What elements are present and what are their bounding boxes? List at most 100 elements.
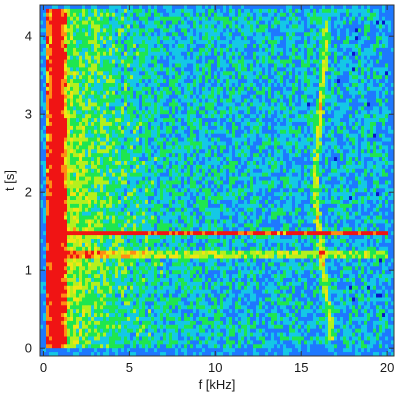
heatmap-cell: [316, 55, 320, 60]
heatmap-cell: [109, 145, 113, 150]
heatmap-cell: [166, 40, 170, 45]
heatmap-cell: [139, 102, 143, 107]
heatmap-cell: [217, 12, 221, 18]
heatmap-cell: [235, 59, 239, 64]
heatmap-cell: [214, 137, 218, 142]
heatmap-cell: [343, 67, 347, 72]
heatmap-cell: [175, 157, 179, 162]
heatmap-cell: [298, 98, 302, 103]
heatmap-cell: [94, 83, 98, 88]
heatmap-cell: [253, 51, 257, 57]
heatmap-cell: [310, 75, 314, 80]
heatmap-cell: [331, 75, 335, 80]
heatmap-cell: [322, 24, 326, 29]
heatmap-cell: [373, 141, 377, 146]
heatmap-cell: [325, 79, 329, 84]
heatmap-cell: [157, 110, 161, 115]
heatmap-cell: [265, 32, 269, 37]
heatmap-cell: [259, 47, 263, 53]
heatmap-cell: [352, 145, 356, 150]
heatmap-cell: [382, 47, 386, 53]
heatmap-cell: [304, 55, 308, 60]
heatmap-cell: [133, 40, 137, 45]
heatmap-cell: [100, 141, 104, 146]
heatmap-cell: [295, 145, 299, 150]
heatmap-cell: [169, 8, 173, 14]
heatmap-cell: [100, 47, 104, 53]
heatmap-cell: [187, 28, 191, 33]
heatmap-cell: [58, 47, 62, 53]
heatmap-cell: [337, 59, 341, 64]
heatmap-cell: [133, 44, 137, 49]
heatmap-cell: [205, 40, 209, 45]
heatmap-cell: [391, 5, 395, 10]
heatmap-cell: [283, 32, 287, 37]
heatmap-cell: [337, 145, 341, 150]
heatmap-cell: [298, 71, 302, 76]
heatmap-cell: [256, 55, 260, 60]
heatmap-cell: [133, 102, 137, 107]
heatmap-cell: [190, 83, 194, 88]
heatmap-cell: [103, 122, 107, 127]
heatmap-cell: [133, 161, 137, 166]
heatmap-cell: [346, 36, 350, 41]
heatmap-cell: [340, 44, 344, 49]
heatmap-cell: [97, 71, 101, 76]
heatmap-cell: [391, 110, 395, 115]
heatmap-cell: [373, 118, 377, 123]
heatmap-cell: [73, 79, 77, 84]
heatmap-cell: [142, 36, 146, 41]
heatmap-cell: [298, 125, 302, 131]
heatmap-cell: [115, 106, 119, 111]
heatmap-cell: [193, 114, 197, 119]
heatmap-cell: [307, 36, 311, 41]
heatmap-cell: [301, 106, 305, 111]
heatmap-cell: [88, 137, 92, 142]
heatmap-cell: [217, 153, 221, 158]
heatmap-cell: [295, 55, 299, 60]
heatmap-cell: [157, 153, 161, 158]
heatmap-cell: [313, 141, 317, 146]
heatmap-cell: [247, 90, 251, 96]
heatmap-cell: [103, 137, 107, 142]
heatmap-cell: [310, 129, 314, 135]
heatmap-cell: [235, 24, 239, 29]
heatmap-cell: [310, 110, 314, 115]
heatmap-cell: [229, 20, 233, 25]
heatmap-cell: [250, 102, 254, 107]
heatmap-cell: [343, 83, 347, 88]
heatmap-cell: [295, 90, 299, 96]
heatmap-cell: [46, 59, 50, 64]
heatmap-cell: [346, 51, 350, 57]
heatmap-cell: [220, 36, 224, 41]
heatmap-cell: [379, 129, 383, 135]
heatmap-cell: [151, 8, 155, 14]
heatmap-cell: [187, 102, 191, 107]
heatmap-cell: [127, 114, 131, 119]
heatmap-cell: [304, 5, 308, 10]
heatmap-cell: [61, 153, 65, 158]
heatmap-cell: [250, 141, 254, 146]
heatmap-cell: [43, 20, 47, 25]
heatmap-cell: [211, 51, 215, 57]
heatmap-cell: [331, 125, 335, 131]
heatmap-cell: [253, 122, 257, 127]
heatmap-cell: [259, 59, 263, 64]
heatmap-cell: [349, 118, 353, 123]
heatmap-cell: [88, 90, 92, 96]
heatmap-cell: [118, 161, 122, 166]
heatmap-cell: [376, 32, 380, 37]
heatmap-cell: [319, 20, 323, 25]
heatmap-cell: [43, 164, 47, 170]
heatmap-cell: [334, 110, 338, 115]
heatmap-cell: [136, 83, 140, 88]
heatmap-cell: [166, 94, 170, 99]
heatmap-cell: [214, 157, 218, 162]
heatmap-cell: [142, 145, 146, 150]
heatmap-cell: [49, 168, 53, 174]
heatmap-cell: [367, 122, 371, 127]
heatmap-cell: [304, 40, 308, 45]
heatmap-cell: [346, 114, 350, 119]
heatmap-cell: [187, 164, 191, 170]
heatmap-cell: [295, 75, 299, 80]
